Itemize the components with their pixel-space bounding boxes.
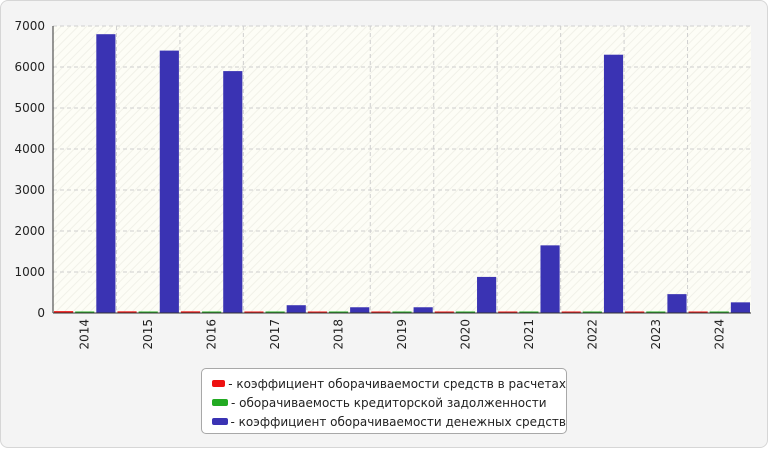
bar-2018-series-1 (307, 311, 327, 313)
bar-2018-series-3 (350, 307, 370, 313)
legend-swatch-green (212, 399, 228, 406)
chart-legend: - коэффициент оборачиваемости средств в … (201, 368, 567, 434)
bar-2020-series-3 (477, 276, 497, 313)
bar-2019-series-3 (413, 307, 433, 313)
bar-2016-series-2 (202, 311, 222, 313)
y-tick-label: 6000 (14, 60, 45, 74)
bar-2015-series-1 (117, 311, 137, 313)
bar-2020-series-2 (455, 311, 476, 313)
y-tick-label: 2000 (14, 224, 45, 238)
bar-2017-series-2 (265, 311, 285, 313)
bar-2024-series-2 (709, 311, 729, 313)
bar-2019-series-1 (371, 311, 391, 313)
legend-swatch-red (212, 380, 226, 387)
x-tick-label: 2015 (141, 319, 155, 350)
legend-item-settlements: - коэффициент оборачиваемости средств в … (212, 374, 566, 393)
legend-swatch-blue (212, 418, 228, 425)
y-tick-label: 3000 (14, 183, 45, 197)
bar-2021-series-1 (498, 311, 518, 313)
bar-2017-series-1 (244, 311, 264, 313)
bar-2024-series-3 (730, 302, 750, 313)
y-tick-label: 7000 (14, 19, 45, 33)
bar-2015-series-2 (138, 311, 158, 313)
bar-2020-series-1 (434, 311, 454, 313)
x-tick-label: 2019 (395, 319, 409, 350)
x-tick-label: 2014 (78, 319, 92, 350)
bar-2014-series-1 (54, 311, 74, 313)
bar-2023-series-1 (625, 311, 645, 313)
legend-label-cash: - коэффициент оборачиваемости денежных с… (230, 414, 567, 429)
bar-2022-series-1 (561, 311, 581, 313)
bar-2021-series-2 (519, 311, 539, 313)
plot-area (53, 26, 751, 313)
x-tick-label: 2020 (458, 319, 472, 350)
bar-2016-series-3 (223, 71, 243, 313)
legend-label-payables: - оборачиваемость кредиторской задолженн… (231, 395, 547, 410)
x-tick-label: 2016 (205, 319, 219, 350)
bar-2014-series-3 (96, 34, 116, 313)
bar-2019-series-2 (392, 311, 412, 313)
y-tick-label: 5000 (14, 101, 45, 115)
bar-2021-series-3 (540, 245, 560, 313)
bar-2022-series-3 (603, 54, 624, 313)
bar-2024-series-1 (688, 311, 708, 313)
bar-2017-series-3 (286, 305, 306, 313)
y-tick-label: 0 (37, 306, 45, 320)
y-tick-label: 1000 (14, 265, 45, 279)
bar-2015-series-3 (159, 50, 179, 313)
x-tick-label: 2018 (332, 319, 346, 350)
bar-2023-series-2 (646, 311, 666, 313)
legend-label-settlements: - коэффициент оборачиваемости средств в … (228, 376, 566, 391)
x-tick-label: 2024 (712, 319, 726, 350)
x-tick-label: 2023 (649, 319, 663, 350)
bar-2018-series-2 (328, 311, 349, 313)
bar-2022-series-2 (582, 311, 602, 313)
bar-2016-series-1 (180, 311, 201, 313)
x-tick-label: 2022 (585, 319, 599, 350)
x-tick-label: 2021 (522, 319, 536, 350)
bar-2014-series-2 (75, 311, 95, 313)
bar-2023-series-3 (667, 294, 687, 313)
y-tick-label: 4000 (14, 142, 45, 156)
x-tick-label: 2017 (268, 319, 282, 350)
legend-item-payables: - оборачиваемость кредиторской задолженн… (212, 393, 566, 412)
legend-item-cash: - коэффициент оборачиваемости денежных с… (212, 412, 566, 431)
